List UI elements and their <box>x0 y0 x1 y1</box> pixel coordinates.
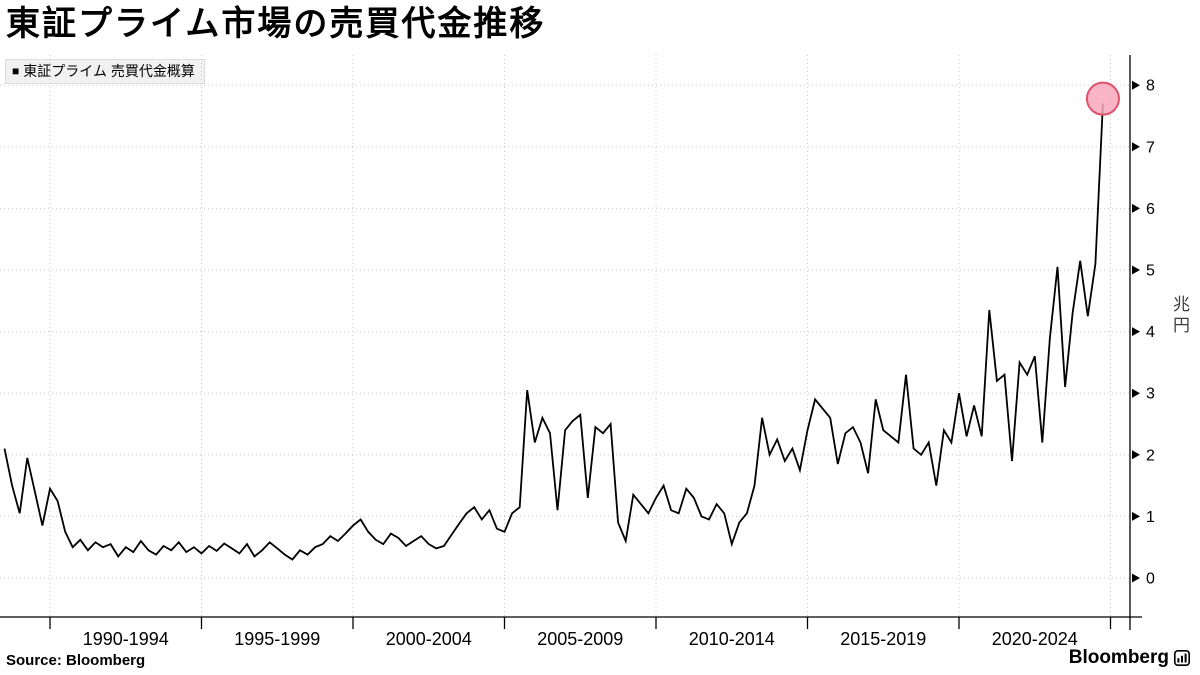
y-axis-tick-arrow <box>1132 450 1140 460</box>
x-axis-tick-label: 1995-1999 <box>234 629 320 649</box>
x-axis-tick-label: 2020-2024 <box>992 629 1078 649</box>
legend-series-label: 東証プライム 売買代金概算 <box>23 63 195 79</box>
x-axis-tick-label: 2005-2009 <box>537 629 623 649</box>
y-axis-tick-label: 7 <box>1146 139 1155 156</box>
y-axis-tick-label: 1 <box>1146 509 1155 526</box>
y-axis-tick-arrow <box>1132 142 1140 152</box>
y-axis-tick-arrow <box>1132 388 1140 398</box>
bloomberg-logo-text: Bloomberg <box>1068 647 1169 668</box>
y-axis-tick-label: 4 <box>1146 324 1155 341</box>
y-axis-tick-label: 8 <box>1146 78 1155 95</box>
y-axis-tick-arrow <box>1132 80 1140 90</box>
y-axis-tick-arrow <box>1132 573 1140 583</box>
series-line <box>3 103 1104 561</box>
y-axis-tick-label: 6 <box>1146 201 1155 218</box>
y-axis-unit-label: 兆円 <box>1170 295 1189 337</box>
bloomberg-chart-icon <box>1174 650 1190 666</box>
y-axis-tick-arrow <box>1132 327 1140 337</box>
x-axis-tick-label: 2015-2019 <box>840 629 926 649</box>
chart-title: 東証プライム市場の売買代金推移 <box>6 4 546 44</box>
y-axis-tick-arrow <box>1132 203 1140 213</box>
highlight-marker <box>1085 81 1120 116</box>
legend: ■ 東証プライム 売買代金概算 <box>5 59 205 84</box>
x-axis-tick-label: 1990-1994 <box>83 629 169 649</box>
y-axis-tick-arrow <box>1132 511 1140 521</box>
y-axis-tick-label: 5 <box>1146 263 1155 280</box>
source-note: Source: Bloomberg <box>6 652 146 669</box>
y-axis-tick-label: 2 <box>1146 447 1155 464</box>
y-axis-tick-arrow <box>1132 265 1140 275</box>
x-axis-tick-label: 2010-2014 <box>689 629 775 649</box>
y-axis-tick-label: 0 <box>1146 571 1155 588</box>
x-axis-tick-label: 2000-2004 <box>386 629 472 649</box>
bloomberg-logo: Bloomberg <box>1069 647 1190 669</box>
y-axis-tick-label: 3 <box>1146 386 1155 403</box>
legend-series-marker: ■ <box>12 64 20 78</box>
